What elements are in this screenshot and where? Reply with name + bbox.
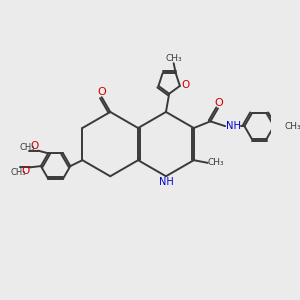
Text: CH₃: CH₃ (19, 143, 34, 152)
Text: CH₃: CH₃ (165, 54, 182, 63)
Text: O: O (214, 98, 223, 108)
Text: NH: NH (159, 177, 174, 187)
Text: O: O (22, 167, 30, 176)
Text: O: O (97, 87, 106, 98)
Text: NH: NH (226, 121, 241, 130)
Text: CH₃: CH₃ (284, 122, 300, 131)
Text: O: O (30, 141, 38, 151)
Text: CH₃: CH₃ (208, 158, 224, 167)
Text: O: O (181, 80, 189, 90)
Text: CH₃: CH₃ (11, 168, 26, 177)
